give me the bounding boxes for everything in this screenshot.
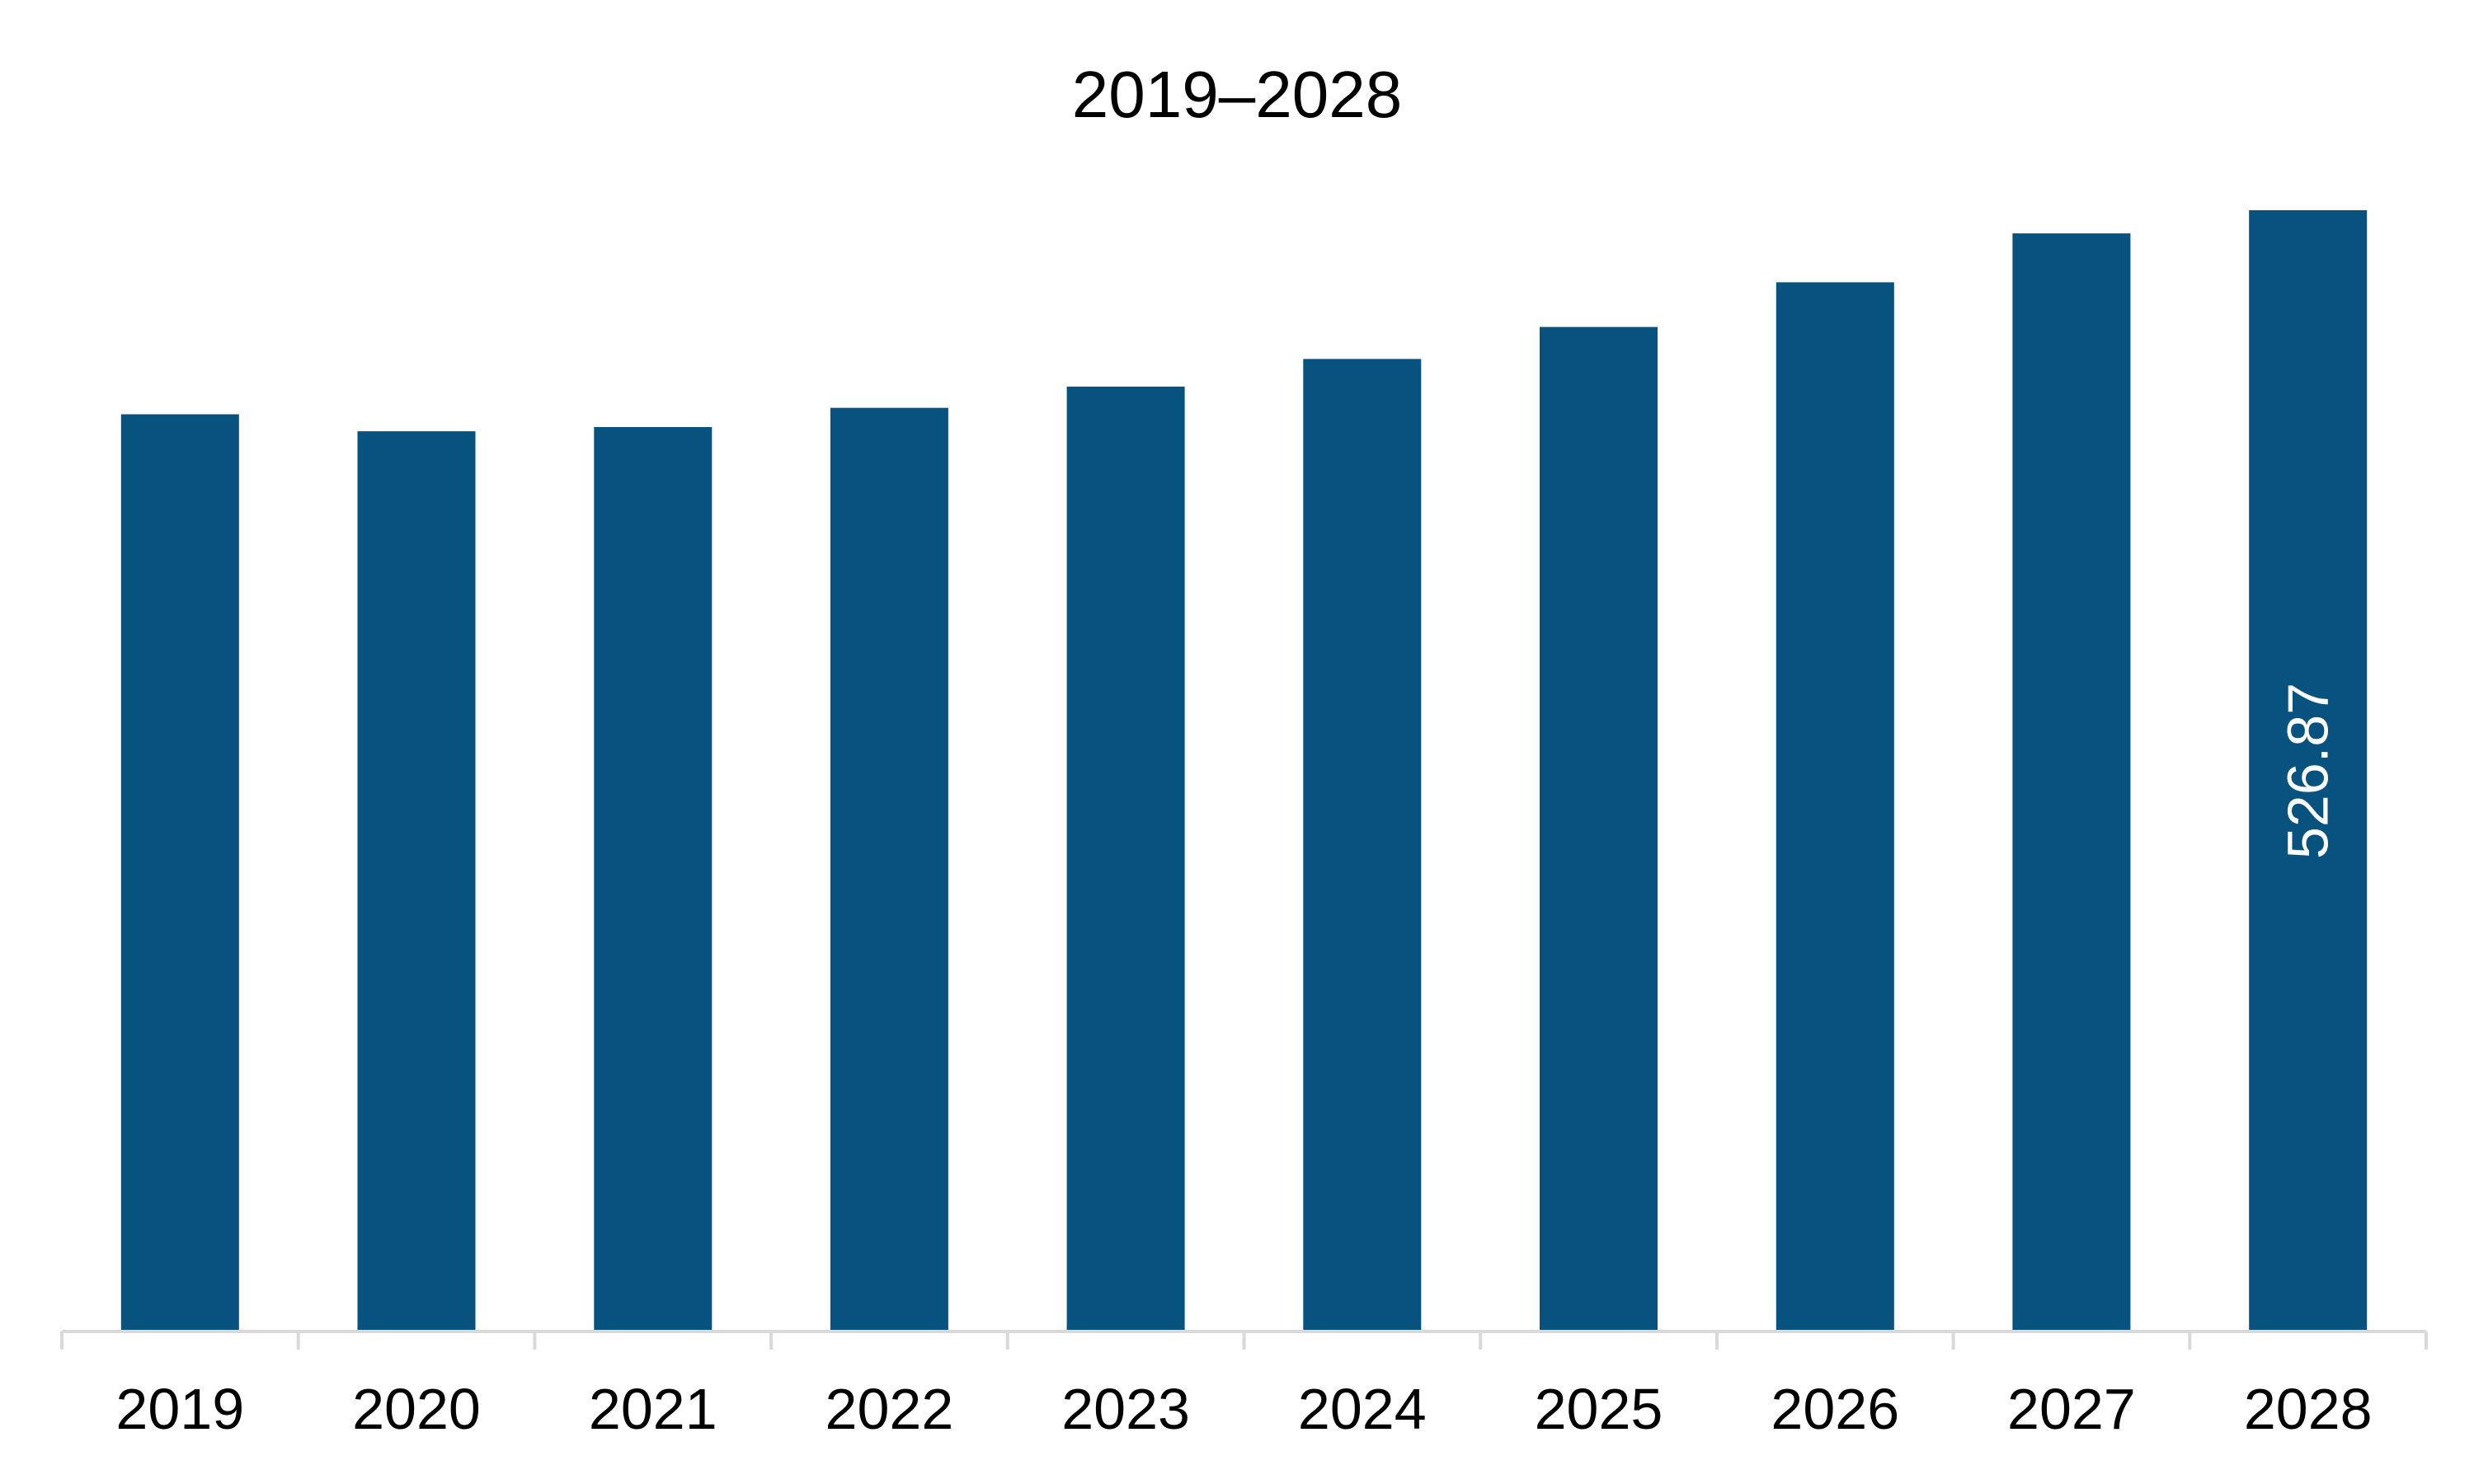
x-tick-label-2024: 2024 bbox=[1298, 1377, 1427, 1441]
bar-2021 bbox=[594, 427, 713, 1331]
bar-2023 bbox=[1066, 386, 1185, 1331]
data-labels-group: 526.87 bbox=[2276, 683, 2340, 859]
x-tick-label-2028: 2028 bbox=[2244, 1377, 2373, 1441]
bar-2025 bbox=[1540, 326, 1658, 1332]
x-tick-label-2025: 2025 bbox=[1535, 1377, 1663, 1441]
chart-title: 2019–2028 bbox=[1072, 58, 1402, 131]
data-label-2028: 526.87 bbox=[2276, 683, 2340, 859]
bar-2019 bbox=[120, 414, 239, 1331]
bar-2028 bbox=[2249, 210, 2368, 1331]
x-tick-label-2023: 2023 bbox=[1061, 1377, 1190, 1441]
x-tick-label-2022: 2022 bbox=[825, 1377, 954, 1441]
bars-group bbox=[120, 210, 2368, 1332]
x-axis-tick-labels: 2019 2020 2021 2022 2023 2024 2025 2026 2027 2028 bbox=[115, 1377, 2372, 1441]
bar-2022 bbox=[830, 407, 948, 1332]
bar-2026 bbox=[1776, 282, 1894, 1331]
x-tick-label-2019: 2019 bbox=[115, 1377, 244, 1441]
x-tick-label-2026: 2026 bbox=[1771, 1377, 1899, 1441]
x-tick-label-2027: 2027 bbox=[2007, 1377, 2136, 1441]
x-tick-label-2020: 2020 bbox=[352, 1377, 481, 1441]
bar-2027 bbox=[2012, 233, 2131, 1332]
x-axis bbox=[60, 1330, 2428, 1350]
bar-2024 bbox=[1303, 359, 1422, 1331]
x-tick-label-2021: 2021 bbox=[589, 1377, 717, 1441]
bar-2020 bbox=[357, 431, 476, 1331]
